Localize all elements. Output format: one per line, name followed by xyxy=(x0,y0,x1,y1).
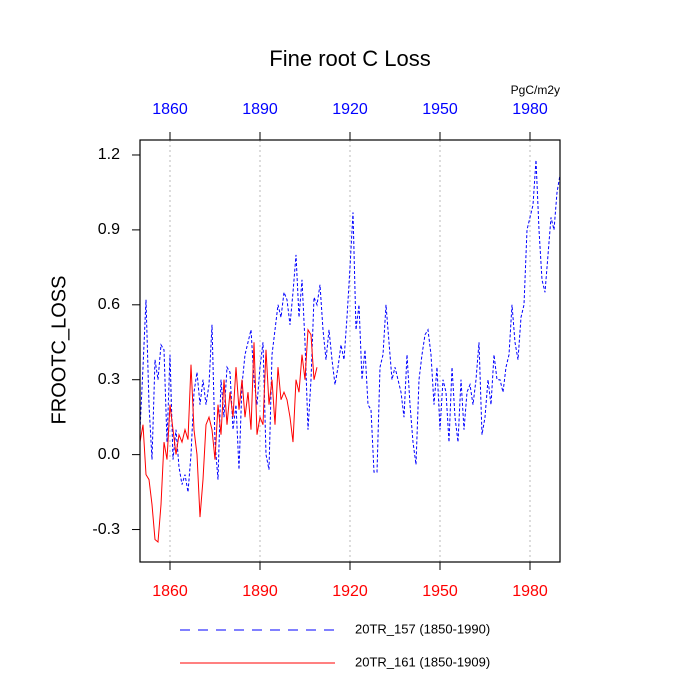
x-tick-label-top: 1950 xyxy=(422,101,458,118)
x-tick-label-top: 1980 xyxy=(512,101,548,118)
legend-label: 20TR_157 (1850-1990) xyxy=(355,621,490,636)
x-tick-label-top: 1920 xyxy=(332,101,368,118)
x-tick-label-top: 1890 xyxy=(242,101,278,118)
y-axis-label: FROOTC_LOSS xyxy=(48,276,70,425)
y-tick-label: 0.9 xyxy=(98,221,120,238)
x-tick-label: 1920 xyxy=(332,583,368,600)
x-tick-label: 1950 xyxy=(422,583,458,600)
y-tick-label: 0.0 xyxy=(98,446,120,463)
x-tick-label: 1890 xyxy=(242,583,278,600)
x-tick-label: 1860 xyxy=(152,583,188,600)
units-label: PgC/m2y xyxy=(511,83,560,97)
data-line xyxy=(139,159,561,493)
legend-label: 20TR_161 (1850-1909) xyxy=(355,654,490,669)
y-tick-label: -0.3 xyxy=(92,521,120,538)
y-tick-label: 0.6 xyxy=(98,296,120,313)
x-tick-label-top: 1860 xyxy=(152,101,188,118)
y-tick-label: 1.2 xyxy=(98,146,120,163)
data-line xyxy=(139,328,318,544)
y-tick-label: 0.3 xyxy=(98,371,120,388)
chart-title: Fine root C Loss xyxy=(269,46,430,71)
plot-frame xyxy=(139,139,561,563)
x-tick-label: 1980 xyxy=(512,583,548,600)
